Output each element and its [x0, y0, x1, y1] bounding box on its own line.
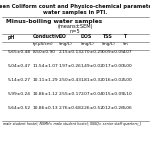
- Text: 11.54±1.07: 11.54±1.07: [33, 64, 59, 68]
- Text: TSS: TSS: [102, 34, 112, 39]
- Text: 0.09±0.05: 0.09±0.05: [102, 50, 125, 54]
- Text: 5.99±0.24: 5.99±0.24: [8, 92, 30, 96]
- Text: 5.00: 5.00: [123, 78, 133, 82]
- Text: 2.55±0.17: 2.55±0.17: [58, 92, 82, 96]
- Text: 0.15±0.05: 0.15±0.05: [102, 92, 125, 96]
- Text: 5.06: 5.06: [123, 106, 133, 110]
- Text: Minus-boiling water samples: Minus-boiling water samples: [6, 19, 102, 24]
- Text: 5.00: 5.00: [123, 64, 133, 68]
- Text: 2.50±0.43: 2.50±0.43: [58, 78, 81, 82]
- Text: 5.64±0.52: 5.64±0.52: [8, 106, 31, 110]
- Text: 5.14±0.27: 5.14±0.27: [8, 78, 30, 82]
- Text: 4.07: 4.07: [123, 50, 133, 54]
- Text: 0.17±0.00: 0.17±0.00: [102, 64, 125, 68]
- Text: water samples in PTI.: water samples in PTI.: [43, 10, 107, 15]
- Text: (means±SEM): (means±SEM): [57, 24, 93, 29]
- Text: ty(µS/cm): ty(µS/cm): [33, 42, 54, 46]
- Text: between Coliform count and Physico-chemical parameters of: between Coliform count and Physico-chemi…: [0, 4, 150, 9]
- Text: 10.86±0.13: 10.86±0.13: [33, 106, 59, 110]
- Text: T: T: [123, 34, 126, 39]
- Text: 10.11±1.29: 10.11±1.29: [33, 78, 59, 82]
- Text: 2.26±0.52: 2.26±0.52: [81, 106, 104, 110]
- Text: 2.76±0.68: 2.76±0.68: [58, 106, 81, 110]
- Text: (mg/L): (mg/L): [102, 42, 116, 46]
- Text: 2.15±0.13: 2.15±0.13: [58, 50, 81, 54]
- Text: 5.65±0.48: 5.65±0.48: [8, 50, 31, 54]
- Text: 2.07±0.04: 2.07±0.04: [81, 92, 104, 96]
- Text: (mg/L): (mg/L): [81, 42, 95, 46]
- Text: (m: (m: [123, 42, 129, 46]
- Text: (mg/L): (mg/L): [58, 42, 72, 46]
- Text: male student hostel; NSMH= male student hostel; SSSQ= senior staff quarters; J: male student hostel; NSMH= male student …: [3, 122, 141, 126]
- Text: pH: pH: [8, 34, 15, 39]
- Text: 0.16±0.02: 0.16±0.02: [102, 78, 125, 82]
- Text: 1.81±0.32: 1.81±0.32: [81, 78, 104, 82]
- Text: 2.70±0.29: 2.70±0.29: [81, 50, 104, 54]
- Text: 5.04±0.47: 5.04±0.47: [8, 64, 30, 68]
- Text: 5.10: 5.10: [123, 92, 133, 96]
- Text: DO: DO: [58, 34, 66, 39]
- Text: 10.86±1.12: 10.86±1.12: [33, 92, 59, 96]
- Text: Conductivi: Conductivi: [33, 34, 62, 39]
- Text: n=5: n=5: [70, 29, 80, 34]
- Text: 8.50±0.90: 8.50±0.90: [33, 50, 56, 54]
- Text: 1.49±0.02: 1.49±0.02: [81, 64, 104, 68]
- Text: 1.97±0.26: 1.97±0.26: [58, 64, 81, 68]
- Text: 0.12±0.26: 0.12±0.26: [102, 106, 125, 110]
- Text: DOS: DOS: [81, 34, 92, 39]
